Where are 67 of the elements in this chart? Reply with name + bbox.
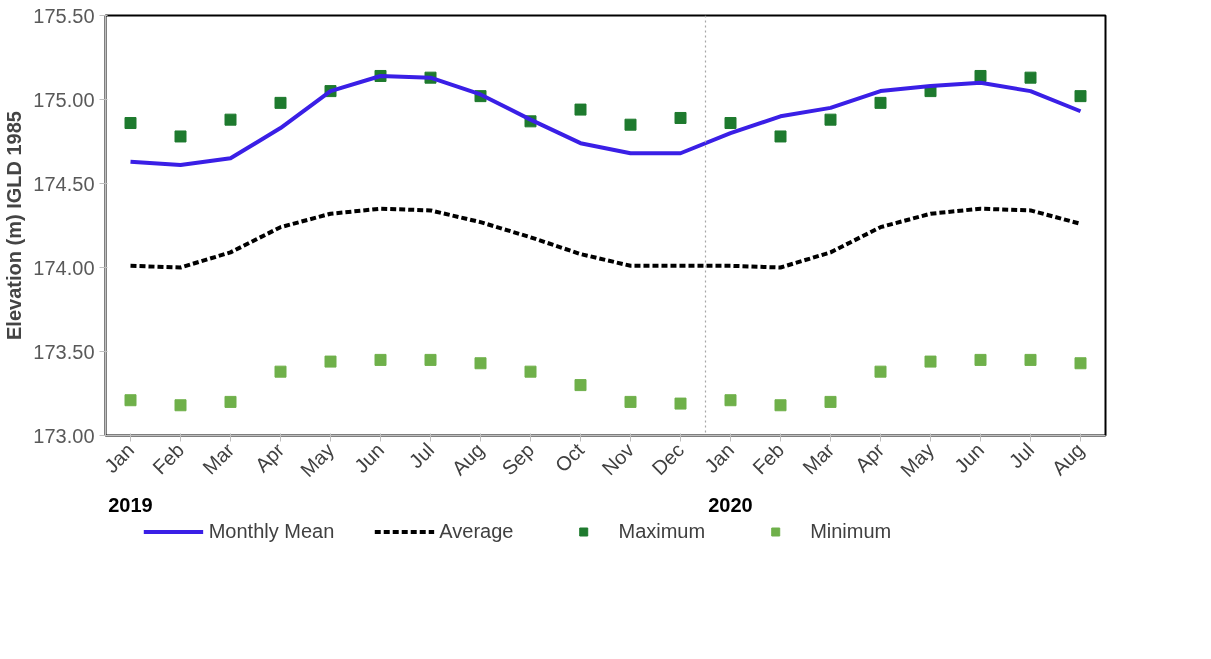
y-tick-label: 174.00 — [33, 256, 95, 279]
point — [674, 397, 687, 410]
point — [1024, 353, 1037, 366]
text: 2020 — [708, 493, 753, 516]
point — [424, 353, 437, 366]
point — [824, 395, 837, 408]
y-axis-title: Elevation (m) IGLD 1985 — [3, 111, 26, 340]
point — [274, 365, 287, 378]
y-tick-label: 174.50 — [33, 172, 95, 195]
point — [124, 394, 137, 407]
point — [874, 96, 887, 109]
x-tick-label: Oct — [550, 438, 589, 477]
x-tick-label: Sep — [497, 438, 539, 480]
point — [1074, 357, 1087, 370]
legend-label: Monthly Mean — [208, 519, 335, 543]
y-tick-label: 173.50 — [33, 340, 95, 363]
x-tick-label: Aug — [447, 438, 489, 480]
x-tick-label: Jul — [1004, 438, 1039, 473]
x-tick-label: May — [296, 438, 339, 481]
point — [924, 355, 937, 368]
text: 2019 — [108, 493, 153, 516]
x-tick-label: Mar — [198, 438, 239, 479]
x-tick-label: Mar — [798, 438, 839, 479]
x-tick-label: May — [896, 438, 939, 481]
point — [974, 353, 987, 366]
x-tick-label: Jan — [699, 438, 739, 478]
point — [1024, 71, 1037, 84]
x-tick-label: Nov — [597, 438, 639, 480]
point — [224, 113, 237, 126]
x-tick-label: Jan — [99, 438, 139, 478]
x-tick-label: Feb — [148, 438, 189, 479]
y-tick-label: 175.50 — [33, 4, 95, 27]
point — [524, 365, 537, 378]
legend-label: Maximum — [618, 519, 706, 543]
point — [874, 365, 887, 378]
point — [674, 111, 687, 124]
point — [1074, 90, 1087, 103]
x-tick-label: Aug — [1047, 438, 1089, 480]
point — [174, 399, 187, 412]
point — [624, 118, 637, 131]
point — [774, 399, 787, 412]
x-tick-label: Jun — [349, 438, 389, 478]
x-tick-label: Jun — [949, 438, 989, 478]
legend-label: Average — [439, 519, 514, 543]
point — [124, 117, 137, 130]
point — [174, 130, 187, 143]
point — [474, 357, 487, 370]
point — [974, 69, 987, 82]
point — [374, 353, 387, 366]
x-tick-label: Apr — [250, 438, 289, 477]
y-tick-label: 173.00 — [33, 424, 95, 447]
x-tick-label: Feb — [748, 438, 789, 479]
point — [824, 113, 837, 126]
point — [724, 117, 737, 130]
y-tick-label: 175.00 — [33, 88, 95, 111]
point — [574, 103, 587, 116]
point — [724, 394, 737, 407]
x-tick-label: Apr — [850, 438, 889, 477]
x-tick-label: Dec — [647, 438, 689, 480]
point — [774, 130, 787, 143]
point — [574, 379, 587, 392]
point — [224, 395, 237, 408]
point — [274, 96, 287, 109]
point — [624, 395, 637, 408]
legend-label: Minimum — [810, 519, 892, 543]
x-tick-label: Jul — [404, 438, 439, 473]
point — [324, 355, 337, 368]
